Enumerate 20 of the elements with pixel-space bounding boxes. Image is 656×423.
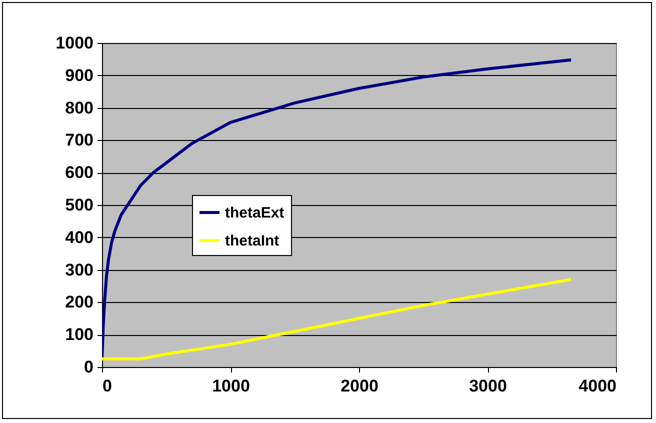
y-tick-label: 800 bbox=[65, 98, 94, 118]
y-tick-label: 0 bbox=[84, 358, 94, 376]
x-tick-label: 3000 bbox=[469, 376, 507, 396]
y-tick-label: 1000 bbox=[56, 34, 94, 52]
y-tick-label: 200 bbox=[65, 292, 94, 312]
line-series bbox=[102, 278, 573, 360]
x-tick-label: 2000 bbox=[340, 376, 378, 396]
legend-label: thetaInt bbox=[225, 232, 280, 250]
x-tick-label: 0 bbox=[102, 376, 112, 396]
x-tick-label: 1000 bbox=[212, 376, 250, 396]
y-tick-label: 600 bbox=[65, 163, 94, 182]
x-tick-label: 4000 bbox=[578, 376, 616, 396]
line-series bbox=[102, 58, 573, 360]
y-tick-label: 500 bbox=[65, 196, 94, 214]
y-tick-label: 700 bbox=[65, 130, 94, 150]
legend-label: thetaExt bbox=[225, 204, 284, 222]
y-tick-label: 900 bbox=[65, 66, 94, 85]
y-tick-label: 100 bbox=[65, 325, 94, 344]
y-tick-label: 300 bbox=[65, 260, 94, 280]
y-tick-label: 400 bbox=[65, 228, 94, 247]
